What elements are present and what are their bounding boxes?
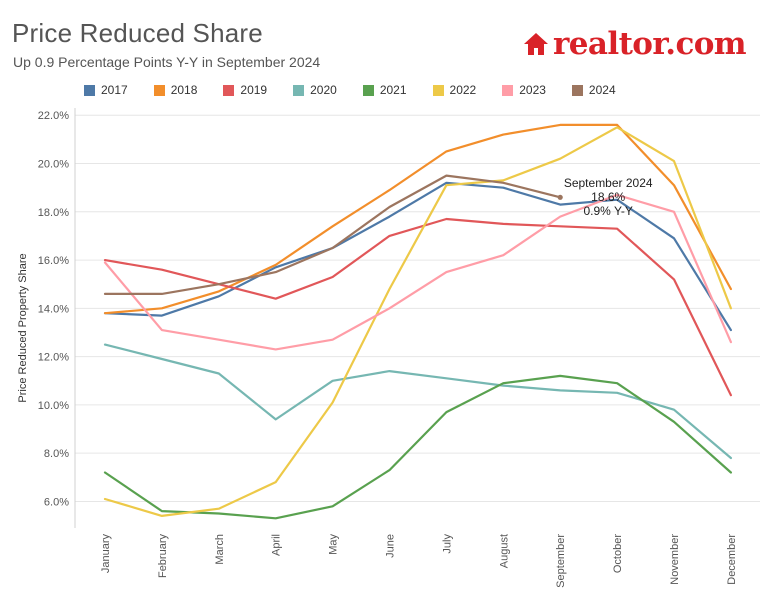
legend-item-2019: 2019	[223, 83, 267, 97]
legend-swatch	[502, 84, 514, 96]
x-tick-label: September	[555, 534, 567, 588]
series-line-2024	[103, 174, 562, 295]
legend-swatch	[432, 84, 444, 96]
legend-item-2017: 2017	[84, 83, 128, 97]
annotation-text: 18.6%	[591, 190, 625, 204]
series-line-2021	[103, 374, 733, 520]
legend-swatch	[293, 84, 305, 96]
x-tick-label: November	[669, 534, 681, 585]
logo-wordmark: realtor.com	[553, 26, 747, 62]
y-tick-label: 8.0%	[44, 448, 69, 460]
legend-item-2018: 2018	[153, 83, 198, 97]
annotation-point	[557, 194, 563, 200]
y-tick-label: 10.0%	[38, 400, 69, 412]
legend-item-2024: 2024	[571, 83, 616, 97]
chart-legend: 2017 2018 2019 2020 2021 2022 2023 2024	[84, 83, 642, 97]
legend-swatch	[223, 84, 235, 96]
legend-label: 2020	[310, 83, 337, 97]
x-tick-label: October	[612, 534, 624, 573]
chart-title: Price Reduced Share	[12, 18, 263, 48]
legend-label: 2023	[519, 83, 546, 97]
series-line-2020	[103, 343, 733, 460]
annotation-text: September 2024	[564, 176, 653, 190]
series-line-2022	[103, 126, 733, 518]
series-line-2019	[103, 217, 733, 397]
x-tick-label: March	[214, 534, 226, 565]
legend-label: 2017	[101, 83, 128, 97]
legend-label: 2021	[379, 83, 407, 97]
y-axis-label: Price Reduced Property Share	[17, 253, 29, 402]
legend-label: 2018	[170, 83, 198, 97]
legend-item-2020: 2020	[293, 83, 337, 97]
legend-swatch	[362, 84, 374, 96]
legend-label: 2024	[588, 83, 616, 97]
y-tick-label: 16.0%	[38, 255, 69, 267]
legend-item-2023: 2023	[502, 83, 546, 97]
x-tick-label: June	[385, 534, 397, 558]
legend-item-2022: 2022	[432, 83, 477, 97]
x-tick-label: January	[100, 534, 112, 574]
annotation-text: 0.9% Y-Y	[584, 204, 633, 218]
legend-item-2021: 2021	[362, 83, 407, 97]
legend-swatch	[571, 84, 583, 96]
series-line-2023	[103, 193, 733, 351]
x-tick-label: December	[726, 534, 738, 585]
x-tick-label: August	[498, 534, 510, 568]
legend-label: 2019	[240, 83, 268, 97]
house-icon	[524, 33, 549, 55]
series-line-2017	[103, 181, 733, 332]
legend-label: 2022	[449, 83, 477, 97]
x-tick-label: May	[328, 534, 340, 555]
legend-swatch	[84, 84, 95, 96]
chart-subtitle: Up 0.9 Percentage Points Y-Y in Septembe…	[13, 54, 321, 70]
y-tick-label: 18.0%	[38, 207, 69, 219]
y-tick-label: 12.0%	[38, 352, 69, 364]
realtor-logo: realtor.com	[523, 26, 747, 62]
x-tick-label: February	[157, 534, 169, 579]
legend-swatch	[153, 84, 165, 96]
y-tick-label: 6.0%	[44, 496, 69, 508]
x-tick-label: April	[271, 534, 283, 556]
y-tick-label: 22.0%	[38, 110, 69, 122]
x-tick-label: July	[441, 534, 453, 554]
y-tick-label: 20.0%	[38, 159, 69, 171]
y-tick-label: 14.0%	[38, 303, 69, 315]
series-line-2018	[103, 123, 733, 315]
